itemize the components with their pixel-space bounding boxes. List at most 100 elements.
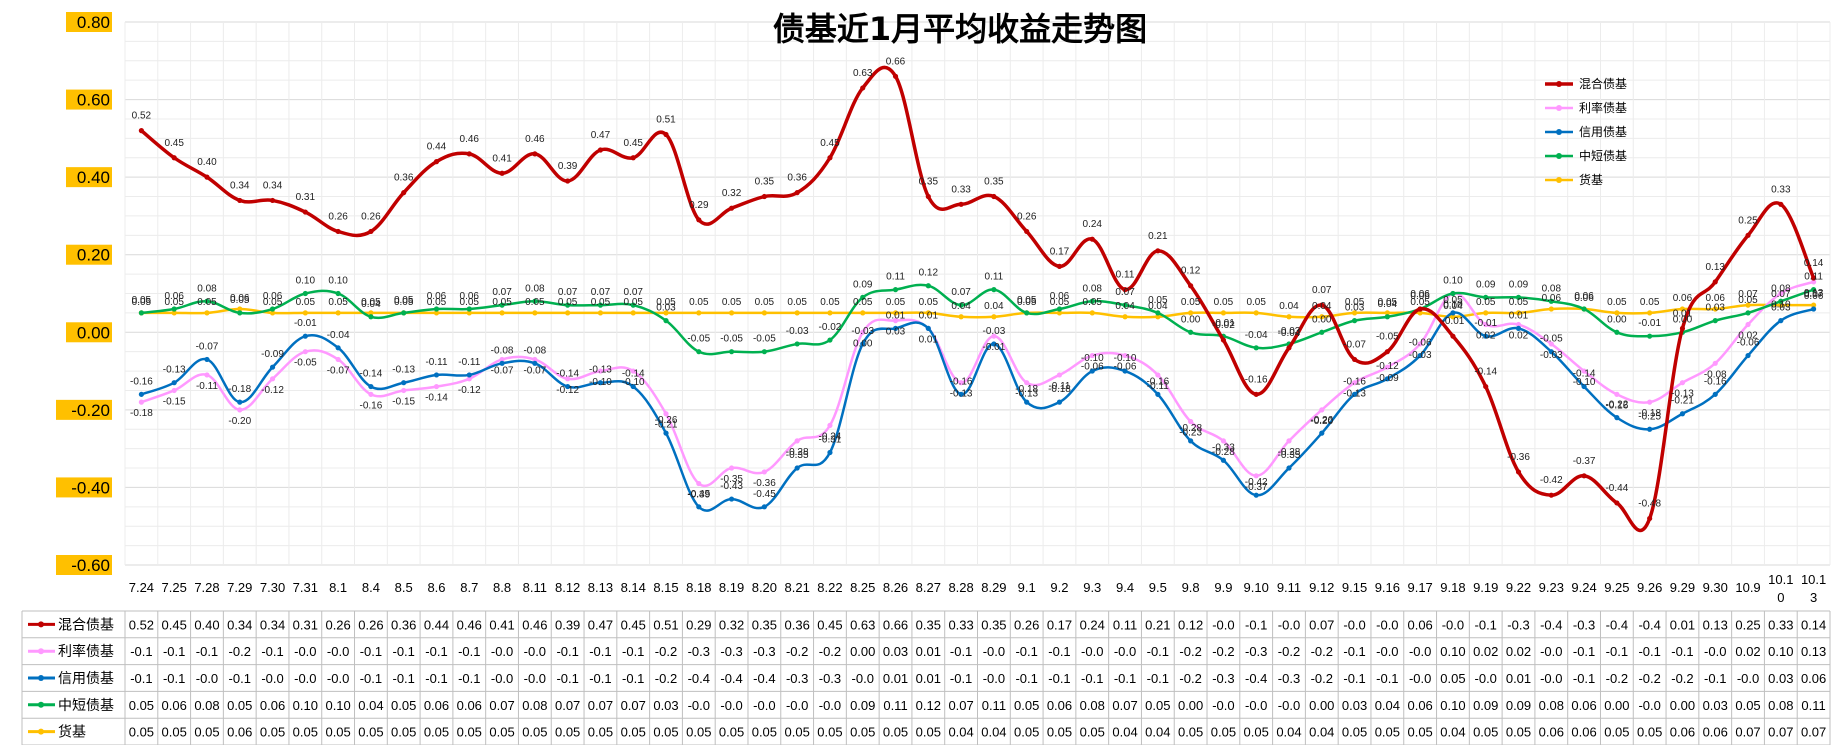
table-cell: 0.10 xyxy=(1440,698,1465,713)
data-label: 0.32 xyxy=(722,188,742,199)
data-label: -0.12 xyxy=(556,385,579,396)
series-point-1 xyxy=(1220,438,1227,444)
table-cell: 0.07 xyxy=(948,698,973,713)
table-cell: 0.01 xyxy=(1670,617,1695,632)
table-cell: -0.0 xyxy=(1409,644,1431,659)
data-label: -0.13 xyxy=(163,365,186,376)
xtick-label-wrap: 3 xyxy=(1810,590,1817,605)
series-point-1 xyxy=(663,411,669,417)
table-cell: 0.01 xyxy=(1506,671,1531,686)
table-cell: 0.06 xyxy=(424,698,449,713)
table-cell: 0.05 xyxy=(719,725,744,740)
data-label: 0.03 xyxy=(886,327,906,338)
data-label: -0.07 xyxy=(327,365,350,376)
table-cell: 0.14 xyxy=(1801,617,1826,632)
table-cell: 0.07 xyxy=(555,698,580,713)
series-point-2 xyxy=(171,380,177,386)
series-point-0 xyxy=(1056,263,1063,269)
data-label: 0.51 xyxy=(656,114,676,125)
data-label: 0.05 xyxy=(1017,295,1037,306)
table-marker xyxy=(38,728,44,735)
table-cell: 0.04 xyxy=(1309,725,1334,740)
data-label: 0.00 xyxy=(1607,314,1627,325)
table-cell: 0.01 xyxy=(916,644,941,659)
series-point-0 xyxy=(433,159,440,165)
table-cell: 0.05 xyxy=(1178,725,1203,740)
xtick-label: 9.4 xyxy=(1116,580,1134,595)
data-label: 0.05 xyxy=(1181,297,1201,308)
series-point-3 xyxy=(499,302,505,308)
data-label: 0.05 xyxy=(886,297,906,308)
xtick-label: 9.10 xyxy=(1244,580,1269,595)
series-point-0 xyxy=(1778,201,1784,207)
legend-label: 混合债基 xyxy=(1579,76,1627,91)
data-label: 0.05 xyxy=(525,297,545,308)
data-label: 0.14 xyxy=(1804,258,1824,269)
xtick-label: 10.1 xyxy=(1768,572,1793,587)
data-label: -0.35 xyxy=(786,450,809,461)
series-point-3 xyxy=(1581,306,1587,312)
table-cell: 0.05 xyxy=(129,698,154,713)
data-label: -0.45 xyxy=(687,489,710,500)
data-label: -0.01 xyxy=(1638,318,1661,329)
data-label: 0.04 xyxy=(1443,301,1463,312)
table-cell: 0.34 xyxy=(260,617,285,632)
table-cell: 0.07 xyxy=(489,698,514,713)
ytick-bg xyxy=(56,477,112,498)
xtick-label: 8.8 xyxy=(493,580,511,595)
table-cell: -0.1 xyxy=(163,644,185,659)
series-point-0 xyxy=(991,193,997,200)
table-cell: -0.0 xyxy=(294,671,316,686)
table-marker xyxy=(38,675,44,681)
series-point-4 xyxy=(1056,310,1063,316)
series-point-3 xyxy=(1384,314,1390,320)
series-point-3 xyxy=(565,302,571,308)
series-point-4 xyxy=(1778,302,1784,308)
data-label: 0.05 xyxy=(230,295,250,306)
data-label: -0.03 xyxy=(1540,350,1563,361)
data-label: 0.04 xyxy=(1279,301,1299,312)
data-label: 0.04 xyxy=(1148,301,1168,312)
data-label: 0.07 xyxy=(1312,285,1332,296)
data-label: 0.09 xyxy=(853,279,873,290)
xtick-label: 9.17 xyxy=(1407,580,1432,595)
table-cell: 0.06 xyxy=(162,698,187,713)
series-point-4 xyxy=(1155,314,1161,320)
data-label: -0.06 xyxy=(1409,338,1432,349)
series-point-2 xyxy=(1679,411,1686,417)
data-label: 0.03 xyxy=(1771,303,1791,314)
series-point-1 xyxy=(1679,380,1686,386)
series-point-2 xyxy=(1417,352,1423,359)
data-label: -0.16 xyxy=(1704,376,1727,387)
series-point-1 xyxy=(433,383,440,390)
series-point-3 xyxy=(728,349,735,355)
xtick-label: 7.30 xyxy=(260,580,285,595)
series-point-4 xyxy=(794,310,800,316)
table-cell: 0.04 xyxy=(1375,698,1400,713)
table-cell: -0.1 xyxy=(1704,671,1726,686)
data-label: -0.15 xyxy=(163,396,186,407)
series-point-4 xyxy=(1220,310,1227,316)
table-cell: -0.1 xyxy=(1147,671,1169,686)
xtick-label: 9.12 xyxy=(1309,580,1334,595)
table-cell: -0.1 xyxy=(1015,644,1037,659)
data-label: 0.04 xyxy=(984,301,1004,312)
table-cell: -0.0 xyxy=(688,698,710,713)
data-label: -0.09 xyxy=(1376,373,1399,384)
series-point-0 xyxy=(532,151,538,157)
table-cell: -0.4 xyxy=(1245,671,1267,686)
table-cell: 0.29 xyxy=(686,617,711,632)
series-point-0 xyxy=(1188,283,1194,289)
table-series-name: 混合债基 xyxy=(58,616,114,633)
series-point-2 xyxy=(794,465,800,471)
xtick-label: 9.30 xyxy=(1703,580,1728,595)
table-cell: 0.05 xyxy=(1244,725,1269,740)
data-label: -0.20 xyxy=(228,416,251,427)
data-label: -0.05 xyxy=(1540,334,1563,345)
series-point-4 xyxy=(1417,310,1423,316)
data-label: 0.33 xyxy=(1771,184,1791,195)
data-label: -0.04 xyxy=(327,330,350,341)
series-point-1 xyxy=(1811,279,1817,285)
data-label: -0.11 xyxy=(425,357,447,368)
table-cell: 0.01 xyxy=(883,671,908,686)
